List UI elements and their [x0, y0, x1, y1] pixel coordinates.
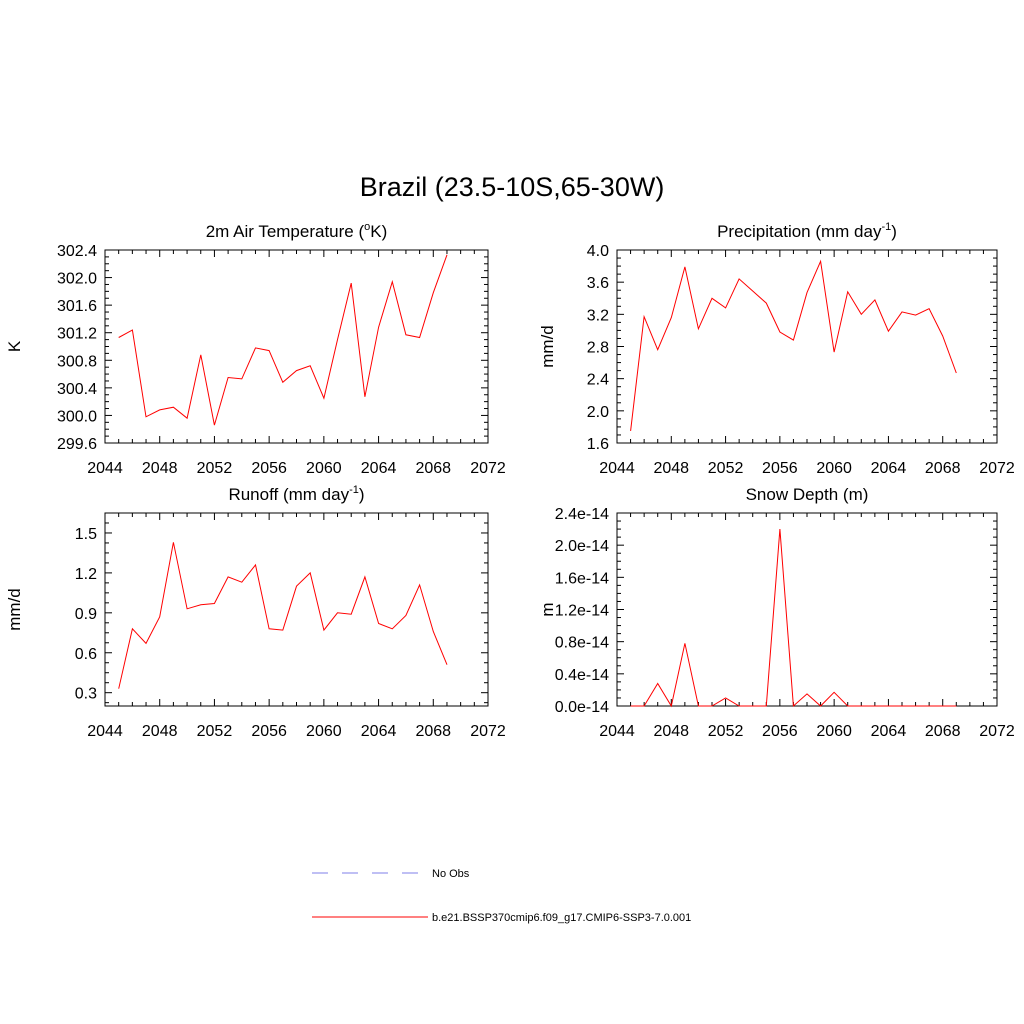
- series-line: [118, 542, 448, 689]
- x-tick-label: 2044: [87, 723, 123, 740]
- y-axis-label: mm/d: [5, 588, 24, 631]
- plot-frame: [104, 512, 489, 707]
- x-tick-label: 2044: [599, 723, 635, 740]
- panel-title-tail: ): [891, 222, 897, 241]
- y-tick-label: 2.0e-14: [555, 538, 609, 555]
- x-tick-label: 2072: [470, 460, 506, 477]
- y-tick-label: 2.8: [587, 340, 609, 357]
- x-tick-label: 2068: [925, 460, 961, 477]
- panel-title-text: Precipitation (mm day: [717, 222, 882, 241]
- x-tick-label: 2064: [871, 723, 907, 740]
- x-tick-label: 2064: [871, 460, 907, 477]
- y-tick-label: 2.0: [587, 404, 609, 421]
- y-tick-label: 302.4: [57, 243, 97, 260]
- panel-title-sup: o: [364, 221, 370, 233]
- panel-title-text: 2m Air Temperature (: [206, 222, 365, 241]
- panels: 2m Air Temperature (oK) K 2044 2048 2052 2056…: [5, 221, 1015, 740]
- x-tick-label: 2064: [361, 460, 397, 477]
- y-tick-label: 0.3: [75, 686, 97, 703]
- y-tick-label: 300.8: [57, 353, 97, 370]
- y-tick-label: 3.6: [587, 275, 609, 292]
- plot-frame: [616, 249, 998, 444]
- y-tick-label: 302.0: [57, 271, 97, 288]
- x-tick-label: 2056: [251, 460, 287, 477]
- x-tick-label: 2060: [816, 723, 852, 740]
- x-tick-label: 2052: [197, 723, 233, 740]
- panel-title-text: Snow Depth (m): [746, 485, 869, 504]
- plot-frame: [616, 512, 998, 707]
- y-tick-label: 1.2: [75, 566, 97, 583]
- x-tick-label: 2072: [979, 723, 1015, 740]
- legend: No Obs b.e21.BSSP370cmip6.f09_g17.CMIP6-…: [312, 868, 691, 924]
- panel-2: Precipitation (mm day-1) mm/d 2044 2048 2052…: [538, 221, 1015, 477]
- legend-label-obs: No Obs: [432, 868, 470, 880]
- y-axis-label: mm/d: [538, 325, 557, 368]
- panel-title: Precipitation (mm day-1): [717, 221, 897, 241]
- x-tick-label: 2072: [979, 460, 1015, 477]
- panel-title: Runoff (mm day-1): [228, 484, 364, 504]
- series-line: [118, 254, 448, 426]
- y-tick-label: 1.2e-14: [555, 603, 609, 620]
- y-tick-label: 0.9: [75, 606, 97, 623]
- panel-title: Snow Depth (m): [746, 485, 869, 504]
- panel-title-tail: ): [359, 485, 365, 504]
- y-tick-label: 3.2: [587, 307, 609, 324]
- x-tick-label: 2060: [306, 723, 342, 740]
- panel-title-sup: -1: [349, 484, 359, 496]
- y-tick-label: 2.4e-14: [555, 506, 609, 523]
- x-tick-label: 2048: [653, 460, 689, 477]
- y-tick-label: 300.4: [57, 381, 97, 398]
- x-tick-label: 2056: [762, 460, 798, 477]
- y-tick-label: 301.6: [57, 298, 97, 315]
- x-tick-label: 2072: [470, 723, 506, 740]
- panel-4: Snow Depth (m) m 2044 2048 2052 2056 2060 2064 2…: [538, 485, 1015, 740]
- x-tick-label: 2044: [599, 460, 635, 477]
- x-tick-label: 2064: [361, 723, 397, 740]
- y-tick-label: 0.6: [75, 646, 97, 663]
- y-tick-label: 0.0e-14: [555, 699, 609, 716]
- x-tick-label: 2068: [925, 723, 961, 740]
- figure-title: Brazil (23.5-10S,65-30W): [360, 172, 665, 202]
- x-tick-label: 2068: [415, 723, 451, 740]
- x-tick-label: 2068: [415, 460, 451, 477]
- x-tick-label: 2044: [87, 460, 123, 477]
- series-line: [630, 529, 957, 708]
- panel-1: 2m Air Temperature (oK) K 2044 2048 2052 2056…: [5, 221, 506, 477]
- y-tick-label: 0.4e-14: [555, 667, 609, 684]
- x-tick-label: 2048: [142, 460, 178, 477]
- y-axis-label: m: [538, 602, 557, 616]
- x-tick-label: 2056: [251, 723, 287, 740]
- x-tick-label: 2052: [708, 460, 744, 477]
- y-tick-label: 300.0: [57, 408, 97, 425]
- y-tick-label: 1.6e-14: [555, 570, 609, 587]
- panel-title-sup: -1: [881, 221, 891, 233]
- panel-title-text: Runoff (mm day: [228, 485, 349, 504]
- y-tick-label: 4.0: [587, 243, 609, 260]
- panel-title-tail: K): [370, 222, 387, 241]
- x-tick-label: 2052: [708, 723, 744, 740]
- y-tick-label: 2.4: [587, 372, 609, 389]
- y-tick-label: 299.6: [57, 436, 97, 453]
- panel-3: Runoff (mm day-1) mm/d 2044 2048 2052 2056 206…: [5, 484, 506, 740]
- y-tick-label: 1.6: [587, 436, 609, 453]
- x-tick-label: 2048: [653, 723, 689, 740]
- legend-label-model: b.e21.BSSP370cmip6.f09_g17.CMIP6-SSP3-7.…: [432, 912, 691, 924]
- plot-frame: [104, 249, 489, 444]
- y-axis-label: K: [5, 340, 24, 352]
- x-tick-label: 2056: [762, 723, 798, 740]
- x-tick-label: 2060: [816, 460, 852, 477]
- x-tick-label: 2060: [306, 460, 342, 477]
- panel-title: 2m Air Temperature (oK): [206, 221, 388, 241]
- y-tick-label: 301.2: [57, 326, 97, 343]
- x-tick-label: 2052: [197, 460, 233, 477]
- x-tick-label: 2048: [142, 723, 178, 740]
- y-tick-label: 1.5: [75, 526, 97, 543]
- y-tick-label: 0.8e-14: [555, 635, 609, 652]
- series-line: [630, 259, 957, 431]
